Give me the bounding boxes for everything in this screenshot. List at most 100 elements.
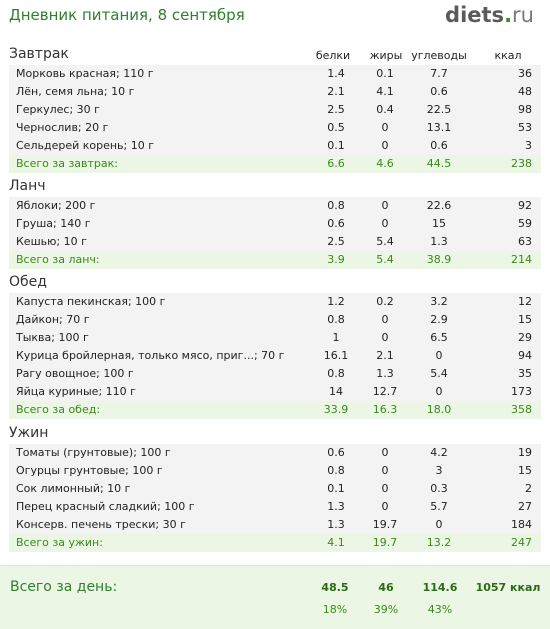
kcal-value: 48 <box>518 85 532 98</box>
meal-title: Ужин <box>9 425 49 441</box>
kcal-value: 173 <box>511 385 532 398</box>
food-name[interactable]: Перец красный сладкий; 100 г <box>16 500 195 513</box>
meal-title: Обед <box>9 274 47 290</box>
total-protein-value: 4.1 <box>327 536 345 549</box>
carbs-value: 0 <box>435 349 443 362</box>
protein-value: 2.5 <box>327 235 345 248</box>
site-logo[interactable]: diets.ru <box>445 3 534 27</box>
total-fat-value: 5.4 <box>376 253 394 266</box>
food-row: Чернослив; 20 г 0.5 0 13.1 53 <box>9 119 541 138</box>
protein-value: 1.3 <box>327 518 345 531</box>
food-name[interactable]: Сок лимонный; 10 г <box>16 482 131 495</box>
carbs-value: 5.4 <box>430 367 448 380</box>
carbs-value: 3.2 <box>430 295 448 308</box>
food-name[interactable]: Яблоки; 200 г <box>16 199 96 212</box>
fat-value: 4.1 <box>376 85 394 98</box>
fat-value: 0 <box>381 199 389 212</box>
carbs-value: 5.7 <box>430 500 448 513</box>
fat-value: 12.7 <box>372 385 398 398</box>
meal-total-row: Всего за ужин: 4.1 19.7 13.2 247 <box>9 534 541 553</box>
protein-value: 16.1 <box>323 349 349 362</box>
meal-total-row: Всего за обед: 33.9 16.3 18.0 358 <box>9 401 541 420</box>
protein-value: 0.1 <box>327 482 345 495</box>
day-total-kcal: 1057 ккал <box>475 581 541 594</box>
kcal-value: 184 <box>511 518 532 531</box>
day-total-carbs: 114.6 <box>422 581 458 594</box>
day-fat-percent: 39% <box>373 603 399 616</box>
food-name[interactable]: Груша; 140 г <box>16 217 91 230</box>
kcal-value: 12 <box>518 295 532 308</box>
protein-value: 2.5 <box>327 103 345 116</box>
protein-value: 2.1 <box>327 85 345 98</box>
meal-total-row: Всего за завтрак: 6.6 4.6 44.5 238 <box>9 155 541 174</box>
food-name[interactable]: Тыква; 100 г <box>16 331 89 344</box>
total-carbs-value: 38.9 <box>426 253 452 266</box>
food-name[interactable]: Рагу овощное; 100 г <box>16 367 134 380</box>
kcal-value: 35 <box>518 367 532 380</box>
kcal-value: 27 <box>518 500 532 513</box>
kcal-value: 98 <box>518 103 532 116</box>
kcal-value: 36 <box>518 67 532 80</box>
fat-value: 0 <box>381 313 389 326</box>
fat-value: 0 <box>381 446 389 459</box>
kcal-value: 15 <box>518 313 532 326</box>
fat-value: 2.1 <box>376 349 394 362</box>
fat-value: 1.3 <box>376 367 394 380</box>
page-title: Дневник питания, 8 сентября <box>9 6 245 24</box>
column-header-carbs: углеводы <box>411 49 467 62</box>
kcal-value: 2 <box>525 482 532 495</box>
total-fat-value: 4.6 <box>376 157 394 170</box>
carbs-value: 0.6 <box>430 139 448 152</box>
fat-value: 0 <box>381 139 389 152</box>
logo-part-dot: . <box>504 3 513 27</box>
food-name[interactable]: Консерв. печень трески; 30 г <box>16 518 186 531</box>
food-row: Яблоки; 200 г 0.8 0 22.6 92 <box>9 197 541 216</box>
food-row: Курица бройлерная, только мясо, приг...;… <box>9 347 541 366</box>
kcal-value: 29 <box>518 331 532 344</box>
food-name[interactable]: Лён, семя льна; 10 г <box>16 85 135 98</box>
food-name[interactable]: Яйца куриные; 110 г <box>16 385 136 398</box>
fat-value: 0.1 <box>376 67 394 80</box>
total-kcal-value: 214 <box>511 253 532 266</box>
fat-value: 0 <box>381 500 389 513</box>
food-row: Рагу овощное; 100 г 0.8 1.3 5.4 35 <box>9 365 541 384</box>
kcal-value: 3 <box>525 139 532 152</box>
food-name[interactable]: Томаты (грунтовые); 100 г <box>16 446 171 459</box>
total-protein-value: 6.6 <box>327 157 345 170</box>
fat-value: 0 <box>381 331 389 344</box>
food-name[interactable]: Кешью; 10 г <box>16 235 87 248</box>
carbs-value: 15 <box>432 217 446 230</box>
food-name[interactable]: Капуста пекинская; 100 г <box>16 295 166 308</box>
protein-value: 1.3 <box>327 500 345 513</box>
food-name[interactable]: Чернослив; 20 г <box>16 121 109 134</box>
fat-value: 5.4 <box>376 235 394 248</box>
carbs-value: 1.3 <box>430 235 448 248</box>
total-protein-value: 33.9 <box>323 403 349 416</box>
total-fat-value: 16.3 <box>372 403 398 416</box>
food-name[interactable]: Сельдерей корень; 10 г <box>16 139 155 152</box>
carbs-value: 22.6 <box>426 199 452 212</box>
kcal-value: 15 <box>518 464 532 477</box>
total-carbs-value: 44.5 <box>426 157 452 170</box>
food-name[interactable]: Геркулес; 30 г <box>16 103 100 116</box>
food-row: Яйца куриные; 110 г 14 12.7 0 173 <box>9 383 541 402</box>
food-name[interactable]: Дайкон; 70 г <box>16 313 90 326</box>
protein-value: 0.8 <box>327 367 345 380</box>
carbs-value: 7.7 <box>430 67 448 80</box>
food-name[interactable]: Курица бройлерная, только мясо, приг...;… <box>16 349 285 362</box>
fat-value: 0 <box>381 464 389 477</box>
total-carbs-value: 13.2 <box>426 536 452 549</box>
meal-total-row: Всего за ланч: 3.9 5.4 38.9 214 <box>9 251 541 270</box>
food-name[interactable]: Огурцы грунтовые; 100 г <box>16 464 163 477</box>
column-headers: белки жиры углеводы ккал <box>0 46 550 66</box>
food-row: Огурцы грунтовые; 100 г 0.8 0 3 15 <box>9 462 541 481</box>
food-row: Дайкон; 70 г 0.8 0 2.9 15 <box>9 311 541 330</box>
food-row: Перец красный сладкий; 100 г 1.3 0 5.7 27 <box>9 498 541 517</box>
meal-total-label: Всего за обед: <box>16 403 101 416</box>
kcal-value: 92 <box>518 199 532 212</box>
protein-value: 0.8 <box>327 313 345 326</box>
food-name[interactable]: Морковь красная; 110 г <box>16 67 154 80</box>
protein-value: 0.6 <box>327 446 345 459</box>
logo-part-diets: diets <box>445 3 505 27</box>
food-row: Морковь красная; 110 г 1.4 0.1 7.7 36 <box>9 65 541 84</box>
